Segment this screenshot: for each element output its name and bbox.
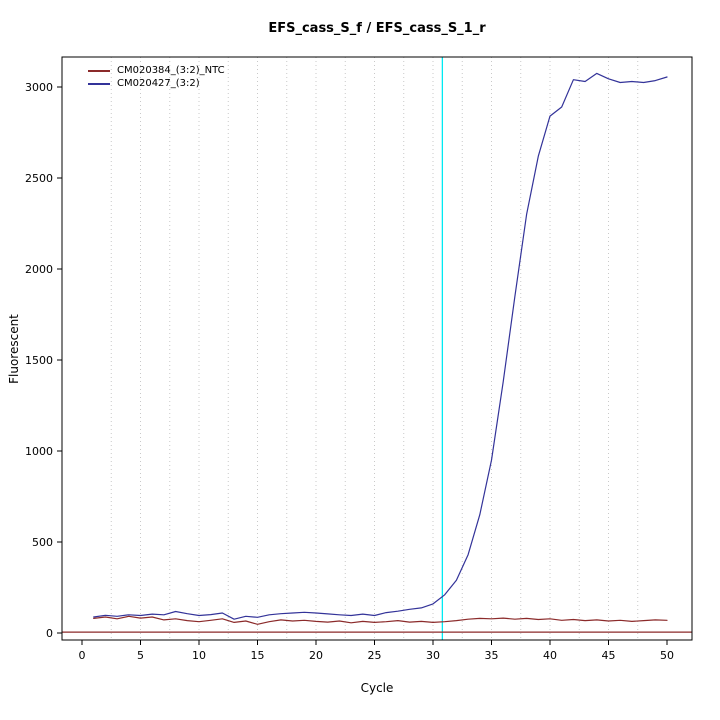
x-tick-label: 0 bbox=[79, 649, 86, 662]
legend-line-swatch-ntc bbox=[88, 69, 110, 72]
x-axis-label: Cycle bbox=[360, 681, 394, 695]
x-tick-label: 20 bbox=[309, 649, 323, 662]
y-tick-label: 2000 bbox=[25, 263, 53, 276]
legend-label-sample: CM020427_(3:2) bbox=[117, 78, 200, 89]
y-tick-label: 1000 bbox=[25, 445, 53, 458]
legend-label-ntc: CM020384_(3:2)_NTC bbox=[117, 65, 225, 76]
legend-line-swatch-sample bbox=[88, 82, 110, 85]
y-tick-label: 0 bbox=[46, 627, 53, 640]
x-tick-label: 30 bbox=[426, 649, 440, 662]
x-tick-label: 15 bbox=[251, 649, 265, 662]
x-tick-label: 50 bbox=[660, 649, 674, 662]
chart-title: EFS_cass_S_f / EFS_cass_S_1_r bbox=[268, 21, 486, 36]
x-tick-label: 25 bbox=[368, 649, 382, 662]
legend: CM020384_(3:2)_NTC CM020427_(3:2) bbox=[88, 64, 225, 90]
plot-frame bbox=[61, 56, 693, 641]
legend-item-sample: CM020427_(3:2) bbox=[88, 77, 225, 90]
x-tick-label: 10 bbox=[192, 649, 206, 662]
x-tick-label: 40 bbox=[543, 649, 557, 662]
legend-item-ntc: CM020384_(3:2)_NTC bbox=[88, 64, 225, 77]
y-tick-label: 2500 bbox=[25, 172, 53, 185]
series-line-0 bbox=[93, 615, 668, 625]
x-tick-label: 35 bbox=[485, 649, 499, 662]
series-line-1 bbox=[93, 72, 668, 620]
y-tick-label: 3000 bbox=[25, 81, 53, 94]
y-tick-label: 500 bbox=[32, 536, 53, 549]
x-tick-label: 45 bbox=[602, 649, 616, 662]
y-tick-label: 1500 bbox=[25, 354, 53, 367]
x-tick-label: 5 bbox=[137, 649, 144, 662]
